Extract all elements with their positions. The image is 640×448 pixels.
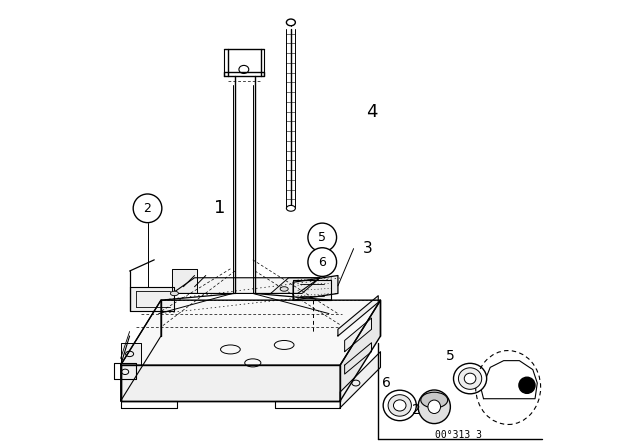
- Ellipse shape: [458, 368, 482, 389]
- Ellipse shape: [454, 363, 486, 394]
- Polygon shape: [345, 318, 371, 352]
- Ellipse shape: [418, 390, 451, 424]
- Text: 2: 2: [143, 202, 152, 215]
- Circle shape: [308, 223, 337, 252]
- Polygon shape: [121, 343, 141, 365]
- Polygon shape: [340, 300, 380, 401]
- Ellipse shape: [287, 19, 296, 26]
- Text: 4: 4: [366, 103, 377, 121]
- Ellipse shape: [383, 390, 417, 421]
- Polygon shape: [121, 365, 340, 401]
- Ellipse shape: [170, 291, 179, 296]
- Text: 5: 5: [318, 231, 326, 244]
- Ellipse shape: [464, 373, 476, 384]
- Polygon shape: [340, 352, 380, 408]
- Ellipse shape: [394, 400, 406, 411]
- Polygon shape: [172, 269, 197, 293]
- Circle shape: [519, 377, 535, 393]
- Polygon shape: [293, 276, 338, 300]
- Ellipse shape: [421, 392, 448, 408]
- Ellipse shape: [388, 395, 412, 416]
- Ellipse shape: [428, 400, 440, 414]
- Text: 5: 5: [446, 349, 455, 363]
- Ellipse shape: [280, 287, 288, 291]
- Polygon shape: [293, 280, 332, 300]
- Text: 00°313 3: 00°313 3: [435, 431, 483, 440]
- Text: 1: 1: [214, 199, 225, 217]
- Polygon shape: [121, 300, 380, 365]
- Polygon shape: [130, 287, 174, 311]
- Circle shape: [308, 248, 337, 276]
- Circle shape: [133, 194, 162, 223]
- Ellipse shape: [287, 205, 296, 211]
- Polygon shape: [172, 278, 320, 293]
- Polygon shape: [338, 296, 378, 336]
- Text: 3: 3: [362, 241, 372, 256]
- Polygon shape: [271, 278, 320, 293]
- Text: 6: 6: [382, 376, 390, 390]
- Text: 2: 2: [412, 403, 420, 417]
- Text: 6: 6: [318, 255, 326, 269]
